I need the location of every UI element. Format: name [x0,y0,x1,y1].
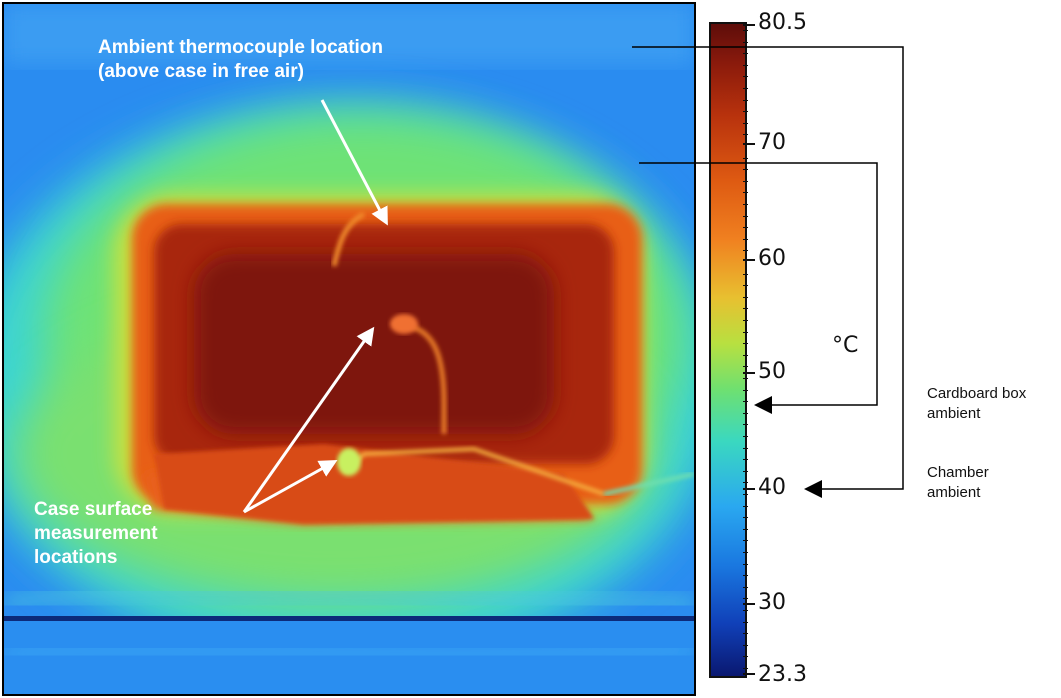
minor-tick [743,633,748,634]
minor-tick [743,181,748,182]
cardboard-box-ambient-label: Cardboard box ambient [927,384,1026,424]
minor-tick [743,297,748,298]
minor-tick [743,494,748,495]
minor-tick [743,100,748,101]
chamber-line2: ambient [927,484,981,501]
minor-tick [743,88,748,89]
minor-tick [743,668,748,669]
thermal-image-drawing [4,4,694,694]
case-surface-line2: measurement [34,523,158,544]
minor-tick [743,517,748,518]
scale-tick-label: 50 [758,359,786,384]
minor-tick [743,134,748,135]
minor-tick [743,111,748,112]
scale-max-label: 80.5 [758,10,807,35]
scale-min-label: 23.3 [758,662,807,687]
minor-tick [743,459,748,460]
minor-tick [743,413,748,414]
case-surface-line1: Case surface [34,499,153,520]
minor-tick [743,192,748,193]
scale-unit-label: °C [832,333,859,358]
minor-tick [743,540,748,541]
minor-tick [743,471,748,472]
thermal-image [2,2,696,696]
minor-tick [743,645,748,646]
minor-tick [743,390,748,391]
tick-min [743,673,755,675]
tick-70 [743,143,755,145]
minor-tick [743,552,748,553]
tick-40 [743,488,755,490]
minor-tick [743,332,748,333]
chamber-line1: Chamber [927,464,989,481]
minor-tick [743,610,748,611]
minor-tick [743,76,748,77]
minor-tick [743,158,748,159]
minor-tick [743,308,748,309]
tick-max [743,24,755,26]
minor-tick [743,204,748,205]
minor-tick [743,378,748,379]
minor-tick [743,424,748,425]
minor-tick [743,656,748,657]
minor-tick [743,274,748,275]
minor-tick [743,227,748,228]
tick-60 [743,259,755,261]
minor-tick [743,564,748,565]
scale-tick-label: 60 [758,246,786,271]
minor-tick [743,169,748,170]
tick-50 [743,372,755,374]
minor-tick [743,448,748,449]
minor-tick [743,239,748,240]
minor-tick [743,42,748,43]
minor-tick [743,285,748,286]
ambient-thermocouple-label: Ambient thermocouple location (above cas… [98,36,383,84]
minor-tick [743,65,748,66]
chamber-ambient-label: Chamber ambient [927,463,989,503]
scale-tick-label: 30 [758,590,786,615]
minor-tick [743,598,748,599]
cardboard-arrowhead [754,396,772,414]
minor-tick [743,366,748,367]
cardboard-line2: ambient [927,405,981,422]
minor-tick [743,482,748,483]
minor-tick [743,622,748,623]
cardboard-line1: Cardboard box [927,385,1027,402]
minor-tick [743,355,748,356]
tick-30 [743,603,755,605]
scale-tick-label: 40 [758,475,786,500]
ambient-label-line1: Ambient thermocouple location [98,37,384,58]
minor-tick [743,587,748,588]
minor-tick [743,320,748,321]
minor-tick [743,123,748,124]
minor-tick [743,250,748,251]
minor-tick [743,506,748,507]
minor-tick [743,575,748,576]
minor-tick [743,401,748,402]
case-surface-line3: locations [34,547,118,568]
minor-tick [743,529,748,530]
minor-tick [743,436,748,437]
case-surface-label: Case surface measurement locations [34,498,158,570]
minor-tick [743,216,748,217]
temperature-scale-bar [709,22,747,678]
minor-tick [743,30,748,31]
scale-tick-label: 70 [758,130,786,155]
ambient-label-line2: (above case in free air) [98,61,304,82]
minor-tick [743,343,748,344]
chamber-arrowhead [804,480,822,498]
minor-tick [743,53,748,54]
